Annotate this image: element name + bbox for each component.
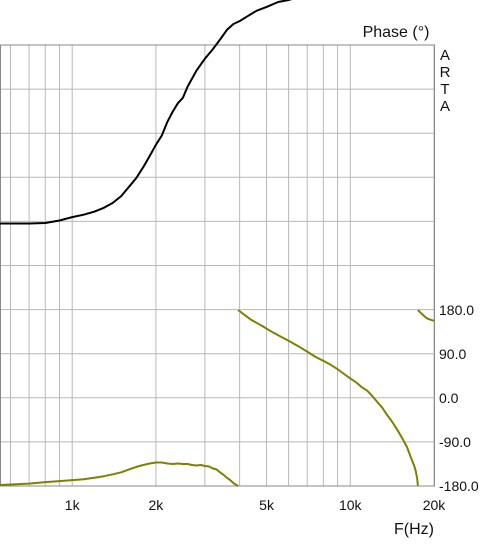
grid xyxy=(0,44,435,487)
chart-title: Phase (°) xyxy=(363,24,430,41)
brand-letter: T xyxy=(440,81,449,98)
tick-labels: 1k 2k 5k 10k 20k 180.0 90.0 0.0 -90.0 -180.0 xyxy=(65,302,479,513)
x-axis-label: F(Hz) xyxy=(394,521,434,538)
y-tick-label: 180.0 xyxy=(439,302,474,318)
series-line-1 xyxy=(0,0,293,225)
y-tick-label: 90.0 xyxy=(439,346,466,362)
brand-letter: A xyxy=(440,47,450,64)
x-tick-label: 20k xyxy=(423,497,447,513)
brand-letter: R xyxy=(440,64,451,81)
series-line-2 xyxy=(0,309,435,487)
x-tick-label: 10k xyxy=(339,497,363,513)
plot-frame xyxy=(0,44,435,487)
curves xyxy=(0,0,435,487)
x-tick-label: 5k xyxy=(259,497,275,513)
y-tick-label: -90.0 xyxy=(439,434,471,450)
y-tick-label: 0.0 xyxy=(439,390,459,406)
y-tick-label: -180.0 xyxy=(439,478,479,494)
x-tick-label: 2k xyxy=(149,497,165,513)
x-tick-label: 1k xyxy=(65,497,81,513)
brand-letter: A xyxy=(440,98,450,115)
